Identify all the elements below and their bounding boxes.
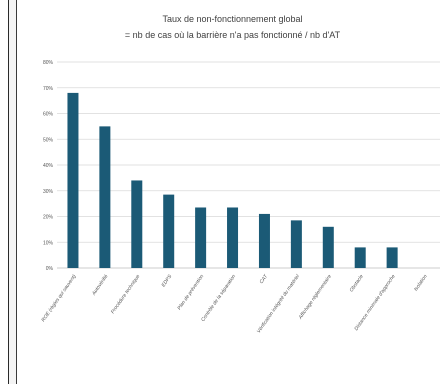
category-label: Obstacle [349,274,365,294]
category-label: Contrôle de la séparation [200,274,237,323]
bar [258,213,270,268]
bar [195,207,207,268]
category-label: Isolation [413,274,429,293]
bar [290,220,302,268]
y-tick-label: 20% [43,215,54,221]
category-label: ROE (règles qui sauvent) [40,273,77,323]
y-tick-label: 0% [46,266,54,272]
y-tick-label: 30% [43,189,54,195]
y-tick-label: 50% [43,137,54,143]
category-label: Plan de prévention [176,274,205,312]
bar [227,207,239,268]
category-label: EDPS [161,273,174,288]
y-tick-label: 40% [43,163,54,169]
bar [99,126,111,268]
chart-title: Taux de non-fonctionnement global [162,14,303,24]
bar [354,247,366,268]
y-tick-label: 70% [43,86,54,92]
bar [67,92,79,269]
category-label: Autovérifié [90,274,109,298]
chart-panel: Taux de non-fonctionnement global = nb d… [16,0,447,384]
chart-subtitle: = nb de cas où la barrière n'a pas fonct… [124,30,341,40]
category-label: Affichage réglementaire [297,274,333,322]
y-tick-label: 60% [43,112,54,118]
bar [386,247,398,268]
y-tick-label: 10% [43,240,54,246]
category-label: CAT [259,273,270,285]
bar [131,180,143,268]
y-tick-label: 80% [43,60,54,66]
adjacent-panel-edge [0,0,9,384]
bar [163,194,175,268]
bar-chart: 0% 10% 20% 30% 40% 50% 60% 70% 80% ROE (règles qu… [40,60,440,335]
bar [322,226,334,268]
category-label: Procédure technique [110,274,142,315]
